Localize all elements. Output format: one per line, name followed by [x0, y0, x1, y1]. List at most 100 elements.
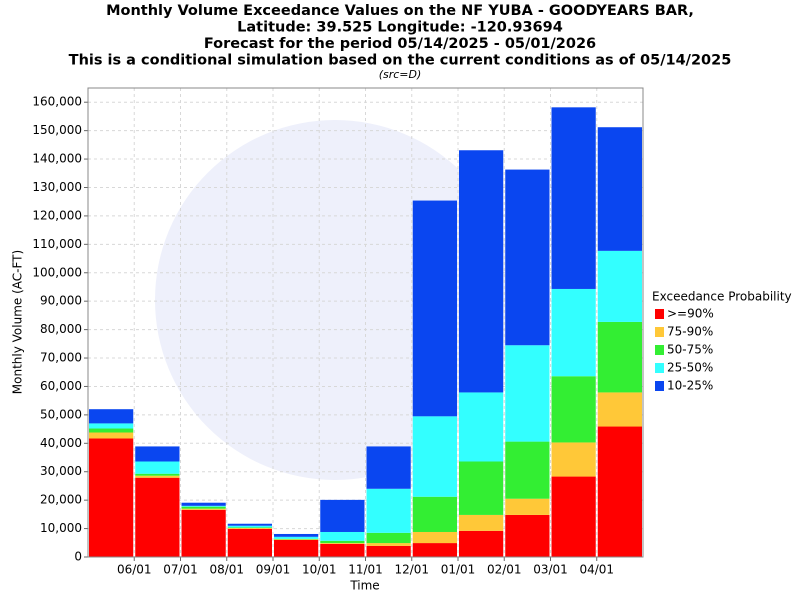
legend-label: 25-50%	[667, 361, 713, 375]
bar-segment	[89, 423, 134, 429]
bar-segment	[227, 523, 272, 526]
bar-segment	[366, 488, 411, 533]
bar-segment	[459, 461, 504, 515]
y-tick-label: 80,000	[40, 322, 82, 336]
bar-segment	[505, 514, 550, 557]
bar-segment	[597, 321, 642, 393]
bar-segment	[505, 498, 550, 515]
legend-swatch	[655, 327, 664, 337]
bar-segment	[320, 531, 365, 541]
bar-segment	[227, 525, 272, 528]
y-tick-label: 50,000	[40, 407, 82, 421]
legend-label: 10-25%	[667, 379, 713, 393]
x-tick-label: 08/01	[209, 563, 244, 577]
x-tick-label: 01/01	[441, 563, 476, 577]
bar-segment	[551, 476, 596, 557]
y-tick-label: 130,000	[32, 180, 82, 194]
y-tick-label: 90,000	[40, 294, 82, 308]
y-tick-label: 60,000	[40, 379, 82, 393]
y-tick-label: 100,000	[32, 265, 82, 279]
bar-segment	[412, 543, 457, 557]
chart-title: Monthly Volume Exceedance Values on the …	[106, 3, 694, 19]
bar-segment	[551, 107, 596, 289]
bar-segment	[412, 416, 457, 497]
bar-segment	[366, 543, 411, 546]
chart-title: Forecast for the period 05/14/2025 - 05/…	[204, 36, 596, 52]
bar-segment	[366, 545, 411, 557]
bar-segment	[551, 376, 596, 443]
x-tick-label: 12/01	[394, 563, 429, 577]
x-tick-label: 02/01	[487, 563, 522, 577]
x-tick-label: 06/01	[117, 563, 152, 577]
bar-segment	[135, 473, 180, 476]
bar-segment	[181, 506, 226, 509]
bar-segment	[505, 169, 550, 346]
bar-segment	[274, 539, 319, 557]
bar-segment	[505, 441, 550, 499]
bar-segment	[89, 409, 134, 424]
bar-segment	[227, 528, 272, 529]
bar-segment	[181, 505, 226, 507]
bar-segment	[181, 509, 226, 557]
legend-label: 50-75%	[667, 343, 713, 357]
bar-segment	[274, 536, 319, 539]
bar-segment	[366, 446, 411, 489]
bar-segment	[181, 508, 226, 510]
bar-segment	[181, 502, 226, 506]
bar-segment	[135, 446, 180, 462]
bar-segment	[135, 461, 180, 474]
bar-segment	[597, 250, 642, 322]
legend-title: Exceedance Probability	[652, 290, 792, 304]
chart-subtitle: (src=D)	[379, 68, 422, 81]
bar-segment	[597, 392, 642, 427]
bar-segment	[597, 426, 642, 557]
bar-segment	[412, 496, 457, 532]
x-tick-label: 11/01	[348, 563, 383, 577]
x-tick-label: 07/01	[163, 563, 198, 577]
x-tick-label: 04/01	[579, 563, 614, 577]
bar-segment	[459, 530, 504, 557]
y-tick-label: 110,000	[32, 237, 82, 251]
bar-segment	[412, 531, 457, 544]
bar-segment	[227, 527, 272, 529]
bar-segment	[551, 442, 596, 477]
chart-title: This is a conditional simulation based o…	[69, 53, 732, 69]
bar-segment	[274, 538, 319, 540]
bar-segment	[597, 127, 642, 251]
y-tick-label: 160,000	[32, 95, 82, 109]
bar-segment	[505, 345, 550, 442]
legend-swatch	[655, 309, 664, 319]
y-tick-label: 150,000	[32, 123, 82, 137]
legend-label: 75-90%	[667, 325, 713, 339]
bar-segment	[227, 528, 272, 557]
y-tick-label: 30,000	[40, 464, 82, 478]
x-tick-label: 10/01	[302, 563, 337, 577]
y-tick-label: 0	[74, 550, 82, 564]
x-tick-label: 09/01	[256, 563, 291, 577]
y-tick-label: 10,000	[40, 521, 82, 535]
bar-segment	[320, 543, 365, 557]
bar-segment	[89, 438, 134, 557]
bar-segment	[551, 288, 596, 377]
bar-segment	[89, 428, 134, 433]
legend-swatch	[655, 381, 664, 391]
y-tick-label: 140,000	[32, 152, 82, 166]
bar-segment	[412, 200, 457, 417]
y-tick-label: 120,000	[32, 208, 82, 222]
y-tick-label: 70,000	[40, 351, 82, 365]
y-tick-label: 40,000	[40, 436, 82, 450]
bar-segment	[459, 392, 504, 462]
y-axis-label: Monthly Volume (AC-FT)	[11, 250, 25, 394]
bar-segment	[459, 150, 504, 393]
bar-segment	[320, 499, 365, 532]
x-tick-label: 03/01	[533, 563, 568, 577]
bar-segment	[320, 543, 365, 544]
plot-frame	[87, 87, 644, 558]
bar-segment	[135, 475, 180, 478]
x-axis-label: Time	[349, 579, 379, 593]
bar-segment	[459, 514, 504, 531]
legend-swatch	[655, 363, 664, 373]
bar-segment	[89, 432, 134, 439]
chart-title: Latitude: 39.525 Longitude: -120.93694	[237, 20, 563, 36]
